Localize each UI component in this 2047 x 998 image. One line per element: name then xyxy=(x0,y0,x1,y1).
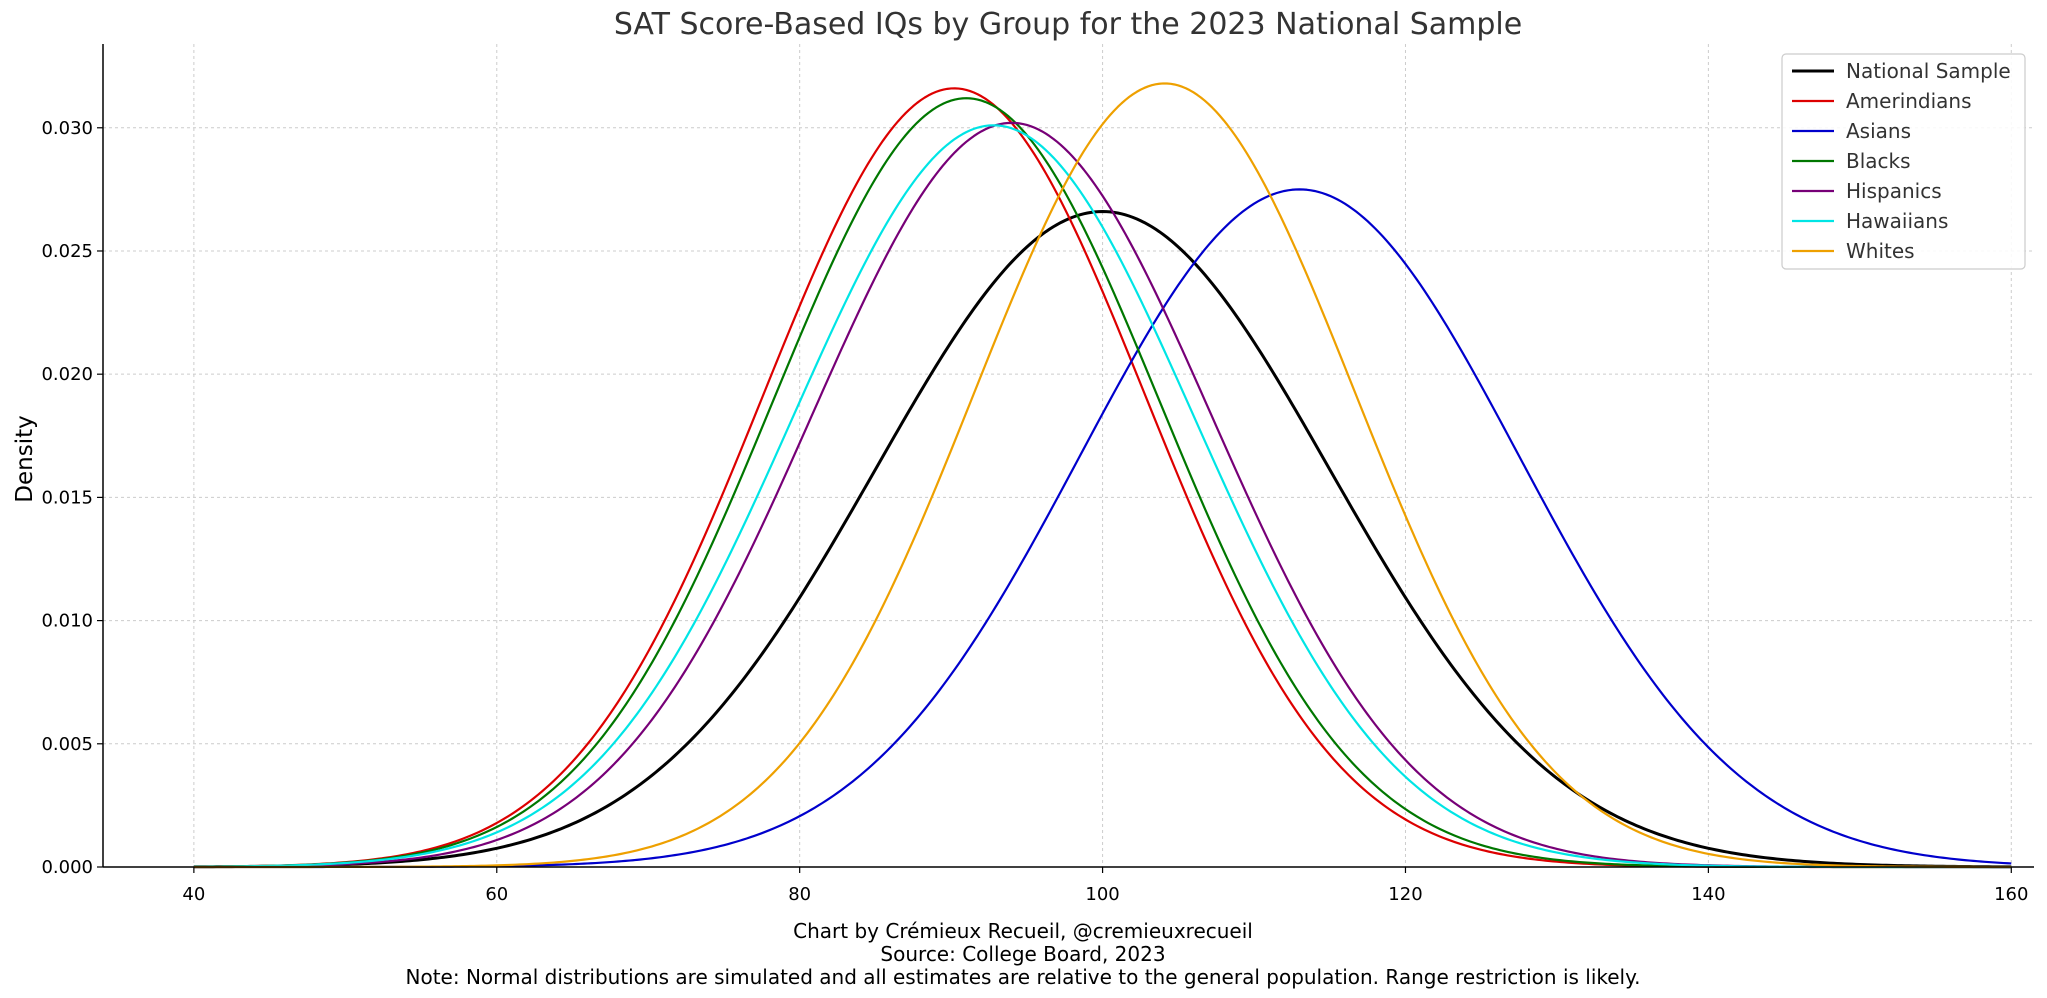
y-tick-label: 0.000 xyxy=(41,857,93,878)
y-axis-title: Density xyxy=(12,415,38,502)
legend-label: Whites xyxy=(1846,239,1915,263)
x-tick-label: 160 xyxy=(1994,884,2028,905)
y-tick-label: 0.015 xyxy=(41,487,93,508)
legend-label: Hawaiians xyxy=(1846,209,1948,233)
x-tick-label: 100 xyxy=(1085,884,1119,905)
x-tick-label: 40 xyxy=(182,884,205,905)
y-tick-label: 0.020 xyxy=(41,364,93,385)
series-line-national-sample xyxy=(193,210,2012,869)
y-tick-label: 0.010 xyxy=(41,611,93,632)
legend: National Sample Amerindians Asians Blacks Hi… xyxy=(1781,53,2026,270)
legend-label: Blacks xyxy=(1846,149,1911,173)
x-tick-label: 140 xyxy=(1691,884,1725,905)
footer-credit: Chart by Crémieux Recueil, @cremieuxrecu… xyxy=(793,919,1253,943)
x-ticks: 40 60 80 100 120 140 160 xyxy=(182,867,2028,905)
series-line-hawaiians xyxy=(193,124,2012,869)
y-ticks: 0.000 0.005 0.010 0.015 0.020 0.025 0.030 xyxy=(41,118,103,878)
footer-source: Source: College Board, 2023 xyxy=(880,942,1165,966)
legend-label: Asians xyxy=(1846,119,1911,143)
footer-note: Note: Normal distributions are simulated… xyxy=(406,965,1641,989)
legend-frame xyxy=(1781,53,2026,270)
chart-title: SAT Score-Based IQs by Group for the 202… xyxy=(614,7,1522,42)
y-tick-label: 0.030 xyxy=(41,118,93,139)
legend-label: National Sample xyxy=(1846,59,2011,83)
x-tick-label: 120 xyxy=(1388,884,1422,905)
y-tick-label: 0.025 xyxy=(41,241,93,262)
axes xyxy=(102,44,2034,868)
y-tick-label: 0.005 xyxy=(41,734,93,755)
legend-label: Amerindians xyxy=(1846,89,1972,113)
x-tick-label: 60 xyxy=(485,884,508,905)
footer: Chart by Crémieux Recueil, @cremieuxrecu… xyxy=(406,919,1641,989)
legend-label: Hispanics xyxy=(1846,179,1942,203)
x-tick-label: 80 xyxy=(788,884,811,905)
grid xyxy=(103,44,2034,868)
legend-items: National Sample Amerindians Asians Blacks Hi… xyxy=(1792,59,2011,263)
series-line-whites xyxy=(193,82,2012,869)
